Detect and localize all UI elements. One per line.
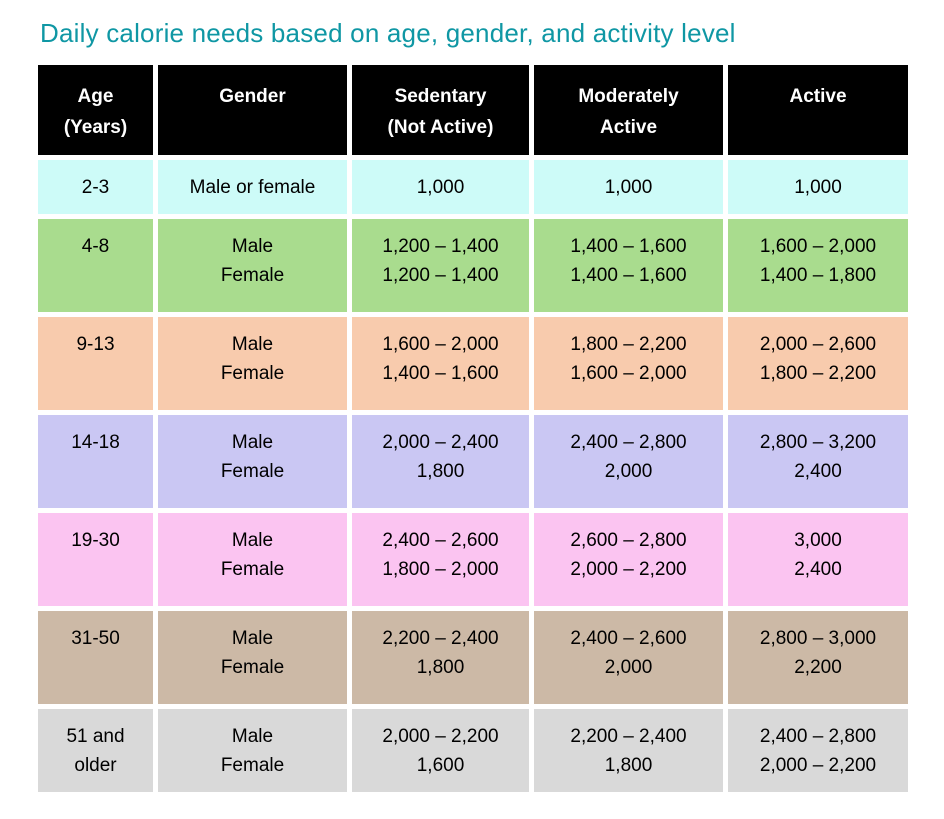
col-header-active: Active — [728, 65, 908, 155]
cell-sedentary: 1,000 — [352, 160, 529, 214]
cell-active: 3,000 2,400 — [728, 513, 908, 606]
header-row: Age (Years) Gender Sedentary (Not Active… — [38, 65, 908, 155]
cell-age: 2-3 — [38, 160, 153, 214]
cell-age: 19-30 — [38, 513, 153, 606]
col-header-age: Age (Years) — [38, 65, 153, 155]
cell-moderately-active: 2,200 – 2,400 1,800 — [534, 709, 723, 792]
cell-active: 1,600 – 2,000 1,400 – 1,800 — [728, 219, 908, 312]
table-row: 31-50 Male Female 2,200 – 2,400 1,800 2,… — [38, 611, 908, 704]
cell-moderately-active: 2,600 – 2,800 2,000 – 2,200 — [534, 513, 723, 606]
cell-gender: Male Female — [158, 709, 347, 792]
cell-age: 9-13 — [38, 317, 153, 410]
cell-gender: Male Female — [158, 219, 347, 312]
cell-age: 4-8 — [38, 219, 153, 312]
cell-sedentary: 1,600 – 2,000 1,400 – 1,600 — [352, 317, 529, 410]
cell-age: 51 and older — [38, 709, 153, 792]
calorie-table: Age (Years) Gender Sedentary (Not Active… — [33, 60, 913, 797]
cell-gender: Male Female — [158, 611, 347, 704]
cell-active: 1,000 — [728, 160, 908, 214]
cell-sedentary: 2,000 – 2,400 1,800 — [352, 415, 529, 508]
cell-moderately-active: 2,400 – 2,800 2,000 — [534, 415, 723, 508]
table-row: 51 and older Male Female 2,000 – 2,200 1… — [38, 709, 908, 792]
cell-moderately-active: 1,400 – 1,600 1,400 – 1,600 — [534, 219, 723, 312]
cell-sedentary: 2,000 – 2,200 1,600 — [352, 709, 529, 792]
col-header-sedentary: Sedentary (Not Active) — [352, 65, 529, 155]
cell-age: 31-50 — [38, 611, 153, 704]
cell-gender: Male or female — [158, 160, 347, 214]
cell-active: 2,000 – 2,600 1,800 – 2,200 — [728, 317, 908, 410]
cell-moderately-active: 2,400 – 2,600 2,000 — [534, 611, 723, 704]
cell-sedentary: 1,200 – 1,400 1,200 – 1,400 — [352, 219, 529, 312]
table-row: 4-8 Male Female 1,200 – 1,400 1,200 – 1,… — [38, 219, 908, 312]
col-header-gender: Gender — [158, 65, 347, 155]
table-row: 14-18 Male Female 2,000 – 2,400 1,800 2,… — [38, 415, 908, 508]
table-row: 9-13 Male Female 1,600 – 2,000 1,400 – 1… — [38, 317, 908, 410]
cell-moderately-active: 1,000 — [534, 160, 723, 214]
cell-active: 2,800 – 3,200 2,400 — [728, 415, 908, 508]
cell-sedentary: 2,200 – 2,400 1,800 — [352, 611, 529, 704]
cell-moderately-active: 1,800 – 2,200 1,600 – 2,000 — [534, 317, 723, 410]
cell-active: 2,800 – 3,000 2,200 — [728, 611, 908, 704]
cell-gender: Male Female — [158, 317, 347, 410]
page-title: Daily calorie needs based on age, gender… — [40, 18, 736, 48]
col-header-moderately-active: Moderately Active — [534, 65, 723, 155]
table-row: 19-30 Male Female 2,400 – 2,600 1,800 – … — [38, 513, 908, 606]
cell-age: 14-18 — [38, 415, 153, 508]
table-row: 2-3 Male or female 1,000 1,000 1,000 — [38, 160, 908, 214]
cell-gender: Male Female — [158, 415, 347, 508]
cell-sedentary: 2,400 – 2,600 1,800 – 2,000 — [352, 513, 529, 606]
cell-active: 2,400 – 2,800 2,000 – 2,200 — [728, 709, 908, 792]
cell-gender: Male Female — [158, 513, 347, 606]
